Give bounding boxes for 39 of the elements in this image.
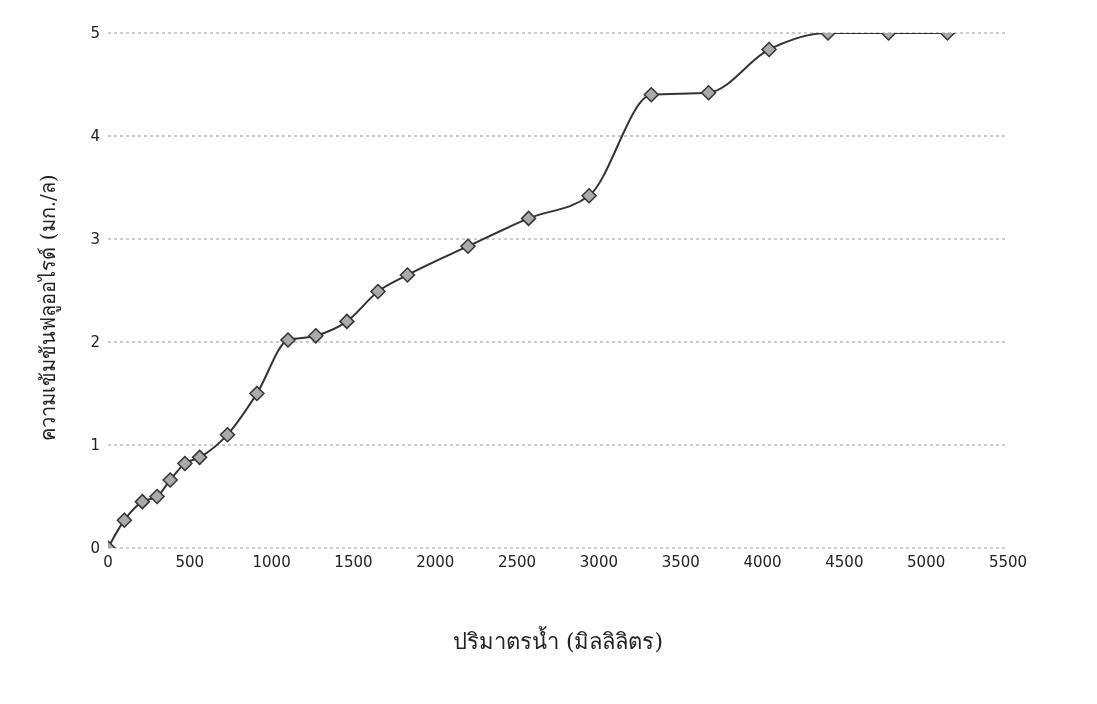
x-tick-label: 0	[103, 552, 113, 571]
x-tick-label: 1500	[334, 552, 373, 571]
y-axis-title: ความเข้มข้นฟลูออไรด์ (มก./ล)	[36, 174, 62, 441]
x-tick-label: 5000	[907, 552, 946, 571]
point	[280, 332, 296, 348]
point	[191, 449, 208, 466]
x-tick-label: 2500	[498, 552, 537, 571]
x-tick-label: 2000	[416, 552, 455, 571]
y-tick-label: 1	[90, 436, 100, 455]
point	[581, 187, 597, 204]
point	[134, 493, 151, 510]
point	[761, 41, 777, 58]
y-tick-label: 5	[90, 24, 100, 43]
y-tick-label: 2	[90, 333, 100, 352]
point	[308, 328, 324, 344]
point	[249, 385, 265, 402]
x-tick-label: 3000	[579, 552, 618, 571]
point	[219, 426, 236, 443]
x-tick-label: 1000	[252, 552, 291, 571]
point	[116, 512, 133, 528]
y-tick-label: 4	[90, 127, 100, 146]
x-tick-label: 4000	[743, 552, 782, 571]
x-tick-label: 5500	[988, 552, 1028, 571]
x-tick-label: 4500	[825, 552, 864, 571]
point	[460, 238, 476, 254]
point	[370, 283, 386, 300]
point	[643, 87, 660, 103]
point	[177, 455, 193, 472]
y-tick-label: 0	[90, 539, 100, 558]
point	[162, 472, 178, 488]
point	[339, 313, 355, 330]
x-axis-title: ปริมาตรน้ำ (มิลลิลิตร)	[452, 625, 664, 654]
point	[700, 84, 717, 101]
x-tick-label: 3500	[661, 552, 700, 571]
y-tick-label: 3	[90, 230, 100, 249]
point	[520, 210, 537, 227]
x-tick-label: 500	[175, 552, 205, 571]
point	[399, 267, 416, 283]
point	[149, 488, 165, 505]
